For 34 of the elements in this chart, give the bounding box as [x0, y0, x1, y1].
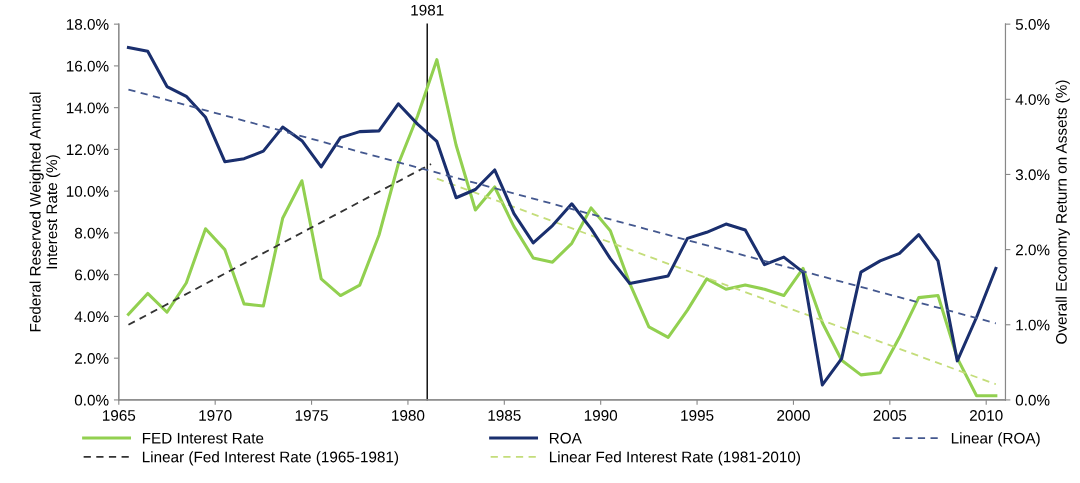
- x-tick-label: 1990: [584, 410, 618, 421]
- legend-label: Linear (Fed Interest Rate (1965-1981): [142, 451, 399, 466]
- y2-tick-label: 1.0%: [1016, 319, 1050, 331]
- y-tick-label: 0.0%: [74, 394, 109, 406]
- y-tick-label: 14.0%: [66, 102, 109, 114]
- legend-label: Linear Fed Interest Rate (1981-2010): [549, 451, 800, 466]
- x-tick-label: 1975: [295, 410, 328, 421]
- x-tick-label: 1985: [488, 410, 521, 421]
- y-tick-label: 2.0%: [75, 353, 109, 364]
- y2-tick-label: 4.0%: [1015, 94, 1050, 105]
- y-tick-label: 4.0%: [74, 311, 109, 323]
- y2-tick-label: 5.0%: [1015, 19, 1050, 30]
- y-tick-label: 18.0%: [66, 19, 109, 30]
- y-tick-label: 12.0%: [66, 144, 109, 156]
- y-tick-label: 8.0%: [74, 227, 109, 239]
- legend-label: FED Interest Rate: [142, 432, 264, 444]
- x-tick-label: 1995: [681, 410, 714, 421]
- x-tick-label: 1965: [102, 410, 136, 421]
- y-tick-label: 10.0%: [66, 186, 109, 197]
- y2-tick-label: 2.0%: [1015, 244, 1050, 256]
- legend-label: Linear (ROA): [951, 432, 1040, 447]
- y2-axis-title: Overall Economy Return on Assets (%): [1055, 80, 1070, 344]
- x-tick-label: 2005: [873, 410, 907, 421]
- y-tick-label: 16.0%: [66, 60, 109, 72]
- x-tick-label: 1980: [392, 410, 425, 421]
- y2-tick-label: 3.0%: [1015, 169, 1050, 181]
- y-axis-title: Federal Reserved Weighted Annual Interest Rate (%): [29, 92, 61, 332]
- y2-tick-label: 0.0%: [1015, 394, 1050, 406]
- legend-label: ROA: [549, 432, 582, 444]
- x-tick-label: 1970: [199, 410, 232, 421]
- y-tick-label: 6.0%: [75, 269, 109, 281]
- ref-line-label: 1981: [411, 4, 444, 16]
- x-tick-label: 2010: [969, 410, 1003, 421]
- x-tick-label: 2000: [777, 410, 810, 421]
